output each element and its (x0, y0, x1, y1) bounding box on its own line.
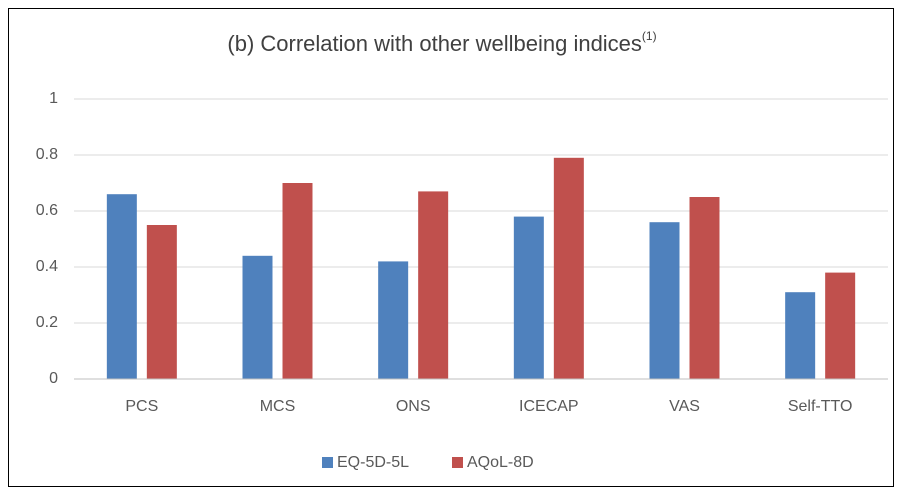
x-tick-label: ICECAP (519, 398, 579, 415)
y-tick-label: 0.4 (36, 258, 58, 275)
y-tick-label: 0.2 (36, 314, 58, 331)
bar (513, 216, 544, 379)
bar (242, 255, 273, 379)
title-text: (b) Correlation with other wellbeing ind… (227, 31, 642, 56)
bar (282, 183, 313, 379)
bar (378, 261, 409, 379)
bar (825, 272, 856, 379)
y-tick-label: 0.6 (36, 202, 58, 219)
y-tick-label: 0 (49, 370, 58, 387)
bar (649, 222, 680, 379)
legend-swatch (452, 457, 463, 468)
x-tick-label: PCS (125, 398, 158, 415)
y-tick-label: 1 (49, 90, 58, 107)
x-tick-label: VAS (669, 398, 700, 415)
bar (418, 191, 449, 379)
legend-label: AQoL-8D (467, 454, 534, 471)
legend-swatch (322, 457, 333, 468)
legend-label: EQ-5D-5L (337, 454, 409, 471)
bar (785, 292, 816, 379)
bar (106, 194, 137, 379)
x-tick-label: ONS (396, 398, 431, 415)
y-tick-label: 0.8 (36, 146, 58, 163)
bar (689, 197, 720, 379)
bar (146, 225, 177, 379)
x-tick-label: MCS (260, 398, 296, 415)
chart-title: (b) Correlation with other wellbeing ind… (227, 29, 656, 56)
x-tick-label: Self-TTO (788, 398, 853, 415)
title-note: (1) (642, 29, 657, 43)
bar (553, 157, 584, 379)
